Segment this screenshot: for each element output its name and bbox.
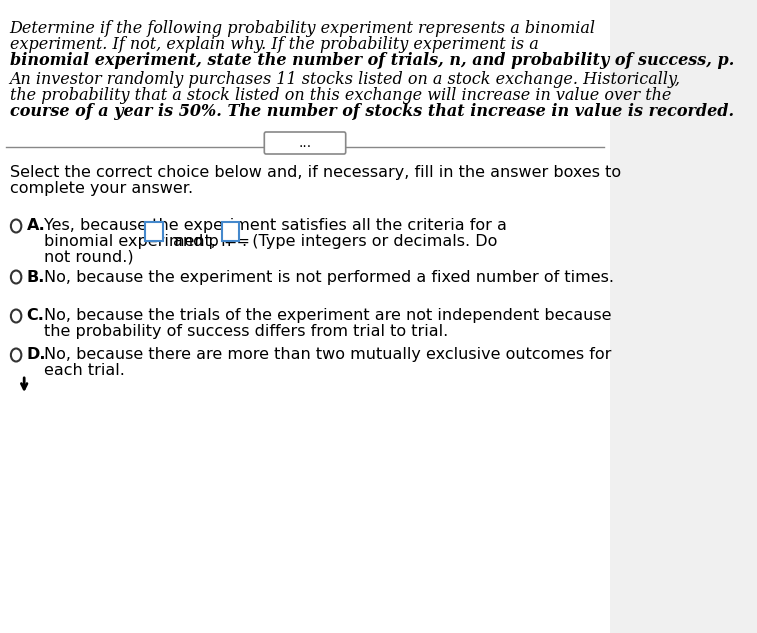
Text: D.: D. [26,347,46,362]
FancyBboxPatch shape [145,222,163,241]
Text: Determine if the following probability experiment represents a binomial: Determine if the following probability e… [10,20,596,37]
Text: . (Type integers or decimals. Do: . (Type integers or decimals. Do [241,234,497,249]
Text: An investor randomly purchases 11 stocks listed on a stock exchange. Historicall: An investor randomly purchases 11 stocks… [10,71,681,88]
Text: No, because the trials of the experiment are not independent because: No, because the trials of the experiment… [45,308,612,323]
Text: No, because the experiment is not performed a fixed number of times.: No, because the experiment is not perfor… [45,270,615,285]
Text: the probability of success differs from trial to trial.: the probability of success differs from … [45,324,449,339]
Text: course of a year is 50%. The number of stocks that increase in value is recorded: course of a year is 50%. The number of s… [10,103,734,120]
Text: not round.): not round.) [45,250,134,265]
Text: binomial experiment, n =: binomial experiment, n = [45,234,251,249]
Text: No, because there are more than two mutually exclusive outcomes for: No, because there are more than two mutu… [45,347,612,362]
Text: and p =: and p = [173,234,238,249]
Text: complete your answer.: complete your answer. [10,181,193,196]
Text: A.: A. [26,218,45,233]
Text: binomial experiment, state the number of trials, n, and probability of success, : binomial experiment, state the number of… [10,52,734,69]
FancyBboxPatch shape [222,222,239,241]
Text: C.: C. [26,308,45,323]
FancyBboxPatch shape [0,0,610,633]
Text: each trial.: each trial. [45,363,125,378]
Text: ...: ... [298,136,311,150]
Text: B.: B. [26,270,45,285]
Text: Yes, because the experiment satisfies all the criteria for a: Yes, because the experiment satisfies al… [45,218,507,233]
Text: the probability that a stock listed on this exchange will increase in value over: the probability that a stock listed on t… [10,87,671,104]
Text: Select the correct choice below and, if necessary, fill in the answer boxes to: Select the correct choice below and, if … [10,165,621,180]
Text: experiment. If not, explain why. If the probability experiment is a: experiment. If not, explain why. If the … [10,36,538,53]
FancyBboxPatch shape [264,132,346,154]
